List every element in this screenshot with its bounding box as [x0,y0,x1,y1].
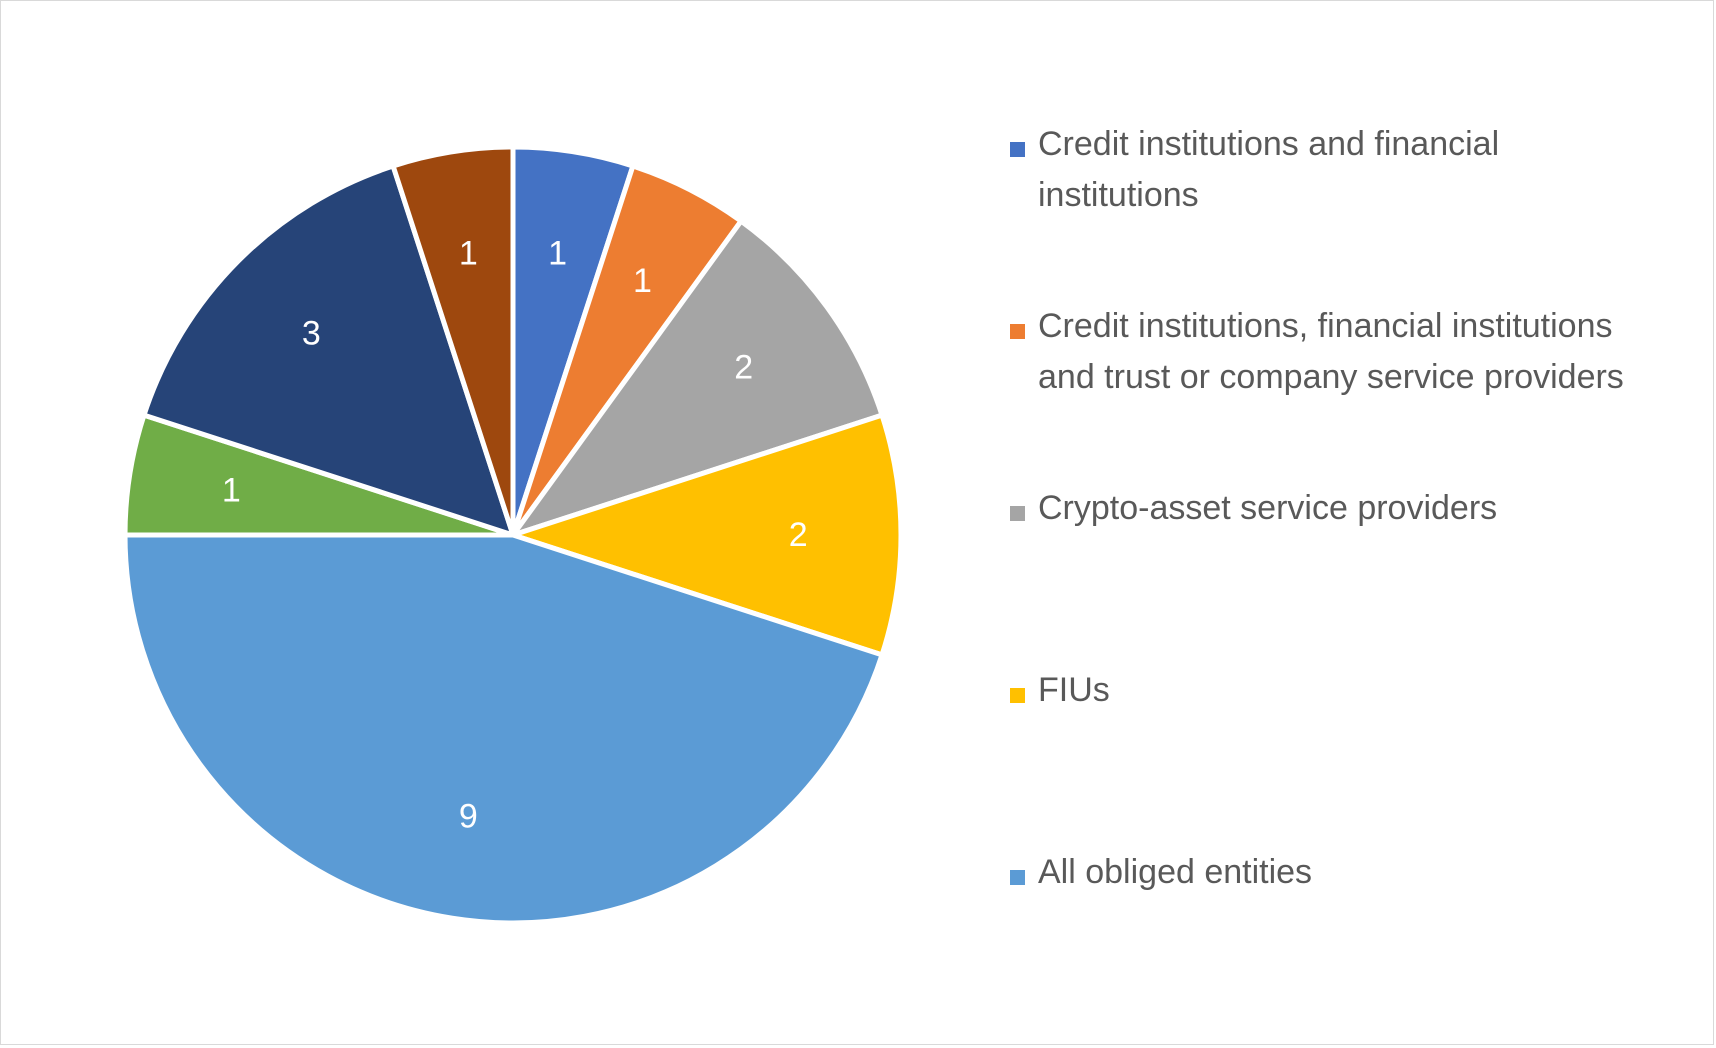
data-label-1: 1 [548,234,567,272]
legend-item: FIUs [1005,665,1705,716]
legend-item: All obliged entities [1005,847,1705,898]
legend-label: Credit institutions, financial instituti… [1038,307,1624,396]
legend-swatch [1010,142,1025,157]
pie-slices [122,144,904,926]
pie-data-labels: 1 1 2 2 9 1 3 1 [222,234,808,835]
legend-item: Credit institutions, financial instituti… [1005,301,1705,403]
legend-swatch [1010,324,1025,339]
legend-item: Credit institutions and financial instit… [1005,119,1705,221]
legend-label: Credit institutions and financial instit… [1038,125,1500,214]
pie-slice-4 [510,412,904,658]
legend-swatch [1010,506,1025,521]
data-label-5: 9 [459,798,478,836]
data-label-4: 2 [789,516,808,554]
legend-label: Crypto-asset service providers [1038,489,1498,527]
legend-label: All obliged entities [1038,853,1313,891]
data-label-6: 1 [222,471,241,509]
legend-swatch [1010,688,1025,703]
legend-label: FIUs [1038,671,1110,709]
pie-slice-8 [390,144,516,538]
legend-swatch [1010,870,1025,885]
data-label-7: 3 [302,314,321,352]
data-label-2: 1 [633,262,652,300]
data-label-8: 1 [459,234,478,272]
pie-slice-5 [122,532,885,926]
pie-slice-3 [510,218,885,538]
data-label-3: 2 [734,348,753,386]
legend-item: Crypto-asset service providers [1005,483,1705,534]
